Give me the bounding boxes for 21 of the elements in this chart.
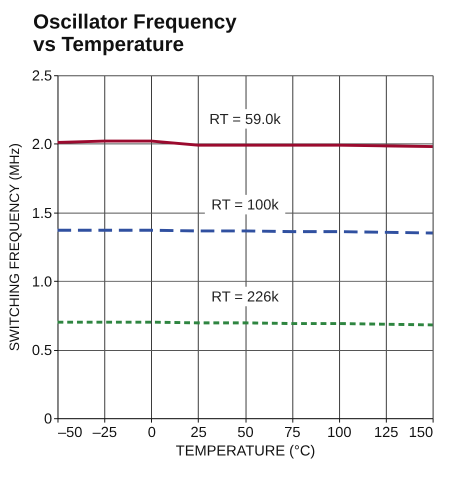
x-tick-label: 125: [374, 425, 398, 442]
y-tick-label: 0.5: [32, 342, 52, 359]
x-tick-label: 0: [148, 425, 156, 442]
x-tick-label: 150: [408, 425, 434, 442]
series-label: RT = 226k: [211, 289, 280, 306]
series-label: RT = 100k: [211, 198, 280, 214]
x-tick-label: –50: [58, 425, 82, 442]
y-axis-title: SWITCHING FREQUENCY (MHz): [7, 143, 22, 352]
x-tick-label: 25: [190, 425, 207, 442]
x-tick-label: 100: [327, 425, 352, 442]
x-axis-title: TEMPERATURE (°C): [176, 444, 316, 460]
y-tick-label: 1.0: [32, 274, 52, 290]
x-tick-label: 50: [237, 425, 254, 442]
chart-title: Oscillator Frequency vs Temperature: [33, 10, 238, 56]
y-tick-label: 2.5: [32, 68, 52, 85]
y-tick-label: 0: [44, 412, 52, 428]
y-tick-label: 1.5: [32, 206, 52, 222]
y-tick-label: 2.0: [32, 137, 52, 154]
x-tick-label: 75: [284, 425, 301, 442]
series-label: RT = 59.0k: [209, 112, 282, 128]
x-tick-label: –25: [92, 425, 118, 442]
